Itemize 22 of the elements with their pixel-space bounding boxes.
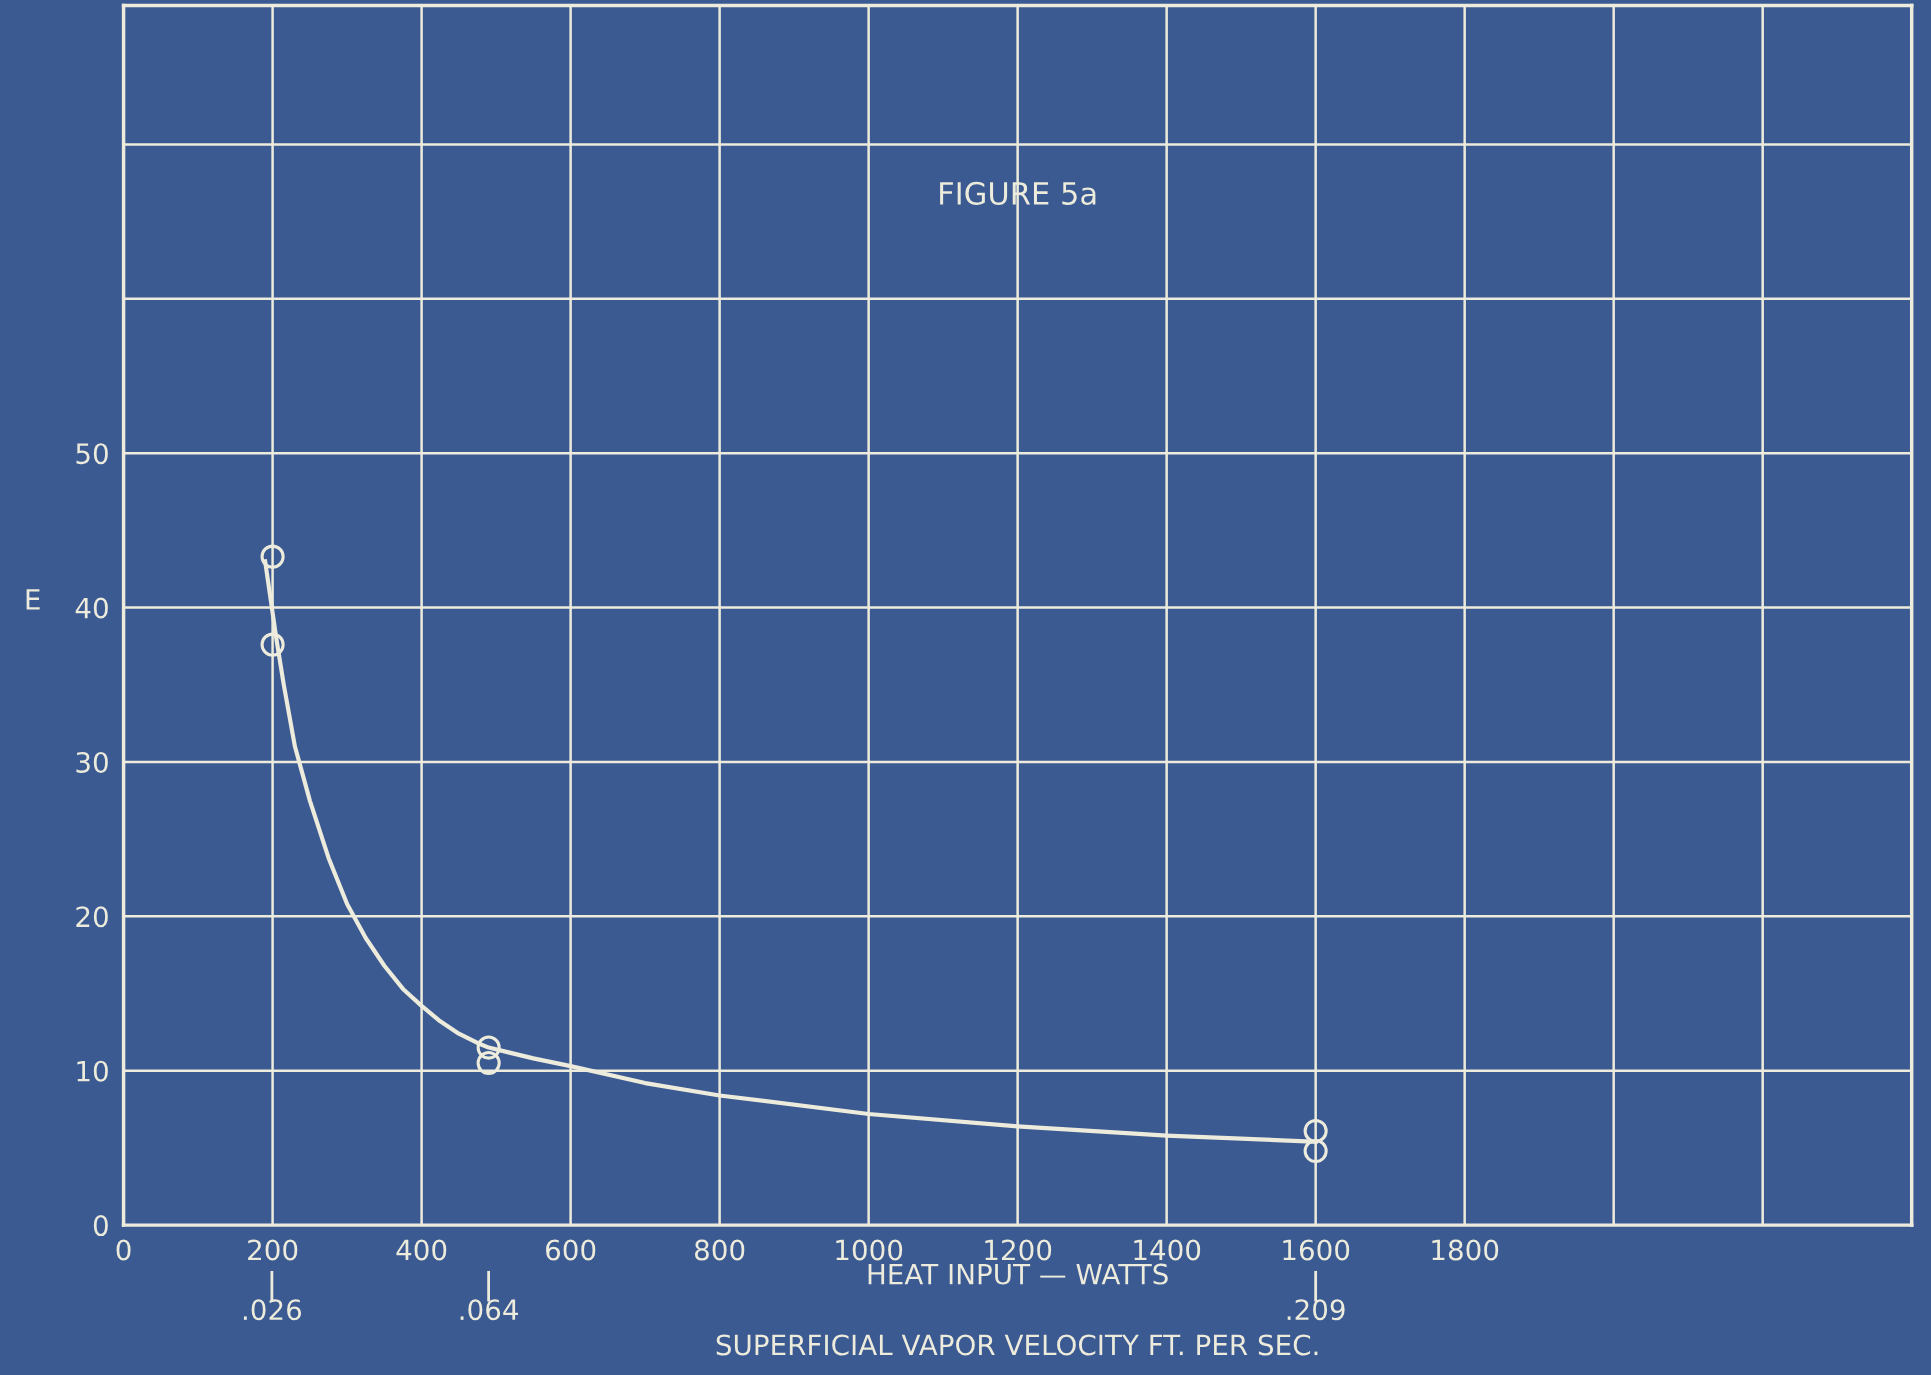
x-tick-label: 0 [116, 1239, 131, 1261]
y-tick-label: 0 [93, 1215, 108, 1237]
y-tick-label: 50 [76, 443, 108, 465]
y-tick-label: 20 [76, 906, 108, 928]
x2-axis-title: SUPERFICIAL VAPOR VELOCITY FT. PER SEC. [716, 1334, 1318, 1356]
x-axis-title: HEAT INPUT — WATTS [868, 1263, 1168, 1285]
x2-tick-label: .026 [243, 1299, 302, 1321]
x-tick-label: 200 [248, 1239, 298, 1261]
y-tick-label: 30 [76, 751, 108, 773]
y-axis-title: E [26, 589, 40, 610]
y-tick-label: 10 [77, 1060, 108, 1082]
x-tick-label: 1200 [985, 1239, 1052, 1261]
x-tick-label: 1400 [1134, 1239, 1201, 1261]
x-tick-label: 600 [546, 1239, 596, 1261]
x-tick-label: 400 [396, 1239, 447, 1261]
x2-tick-label: .064 [460, 1299, 518, 1321]
x-tick-label: 800 [694, 1239, 745, 1261]
x2-tick-label: .209 [1287, 1299, 1345, 1321]
x-tick-label: 1600 [1283, 1239, 1350, 1261]
x-tick-label: 1000 [836, 1239, 903, 1261]
y-tick-label: 40 [75, 597, 108, 619]
x-tick-label: 1800 [1432, 1239, 1499, 1261]
